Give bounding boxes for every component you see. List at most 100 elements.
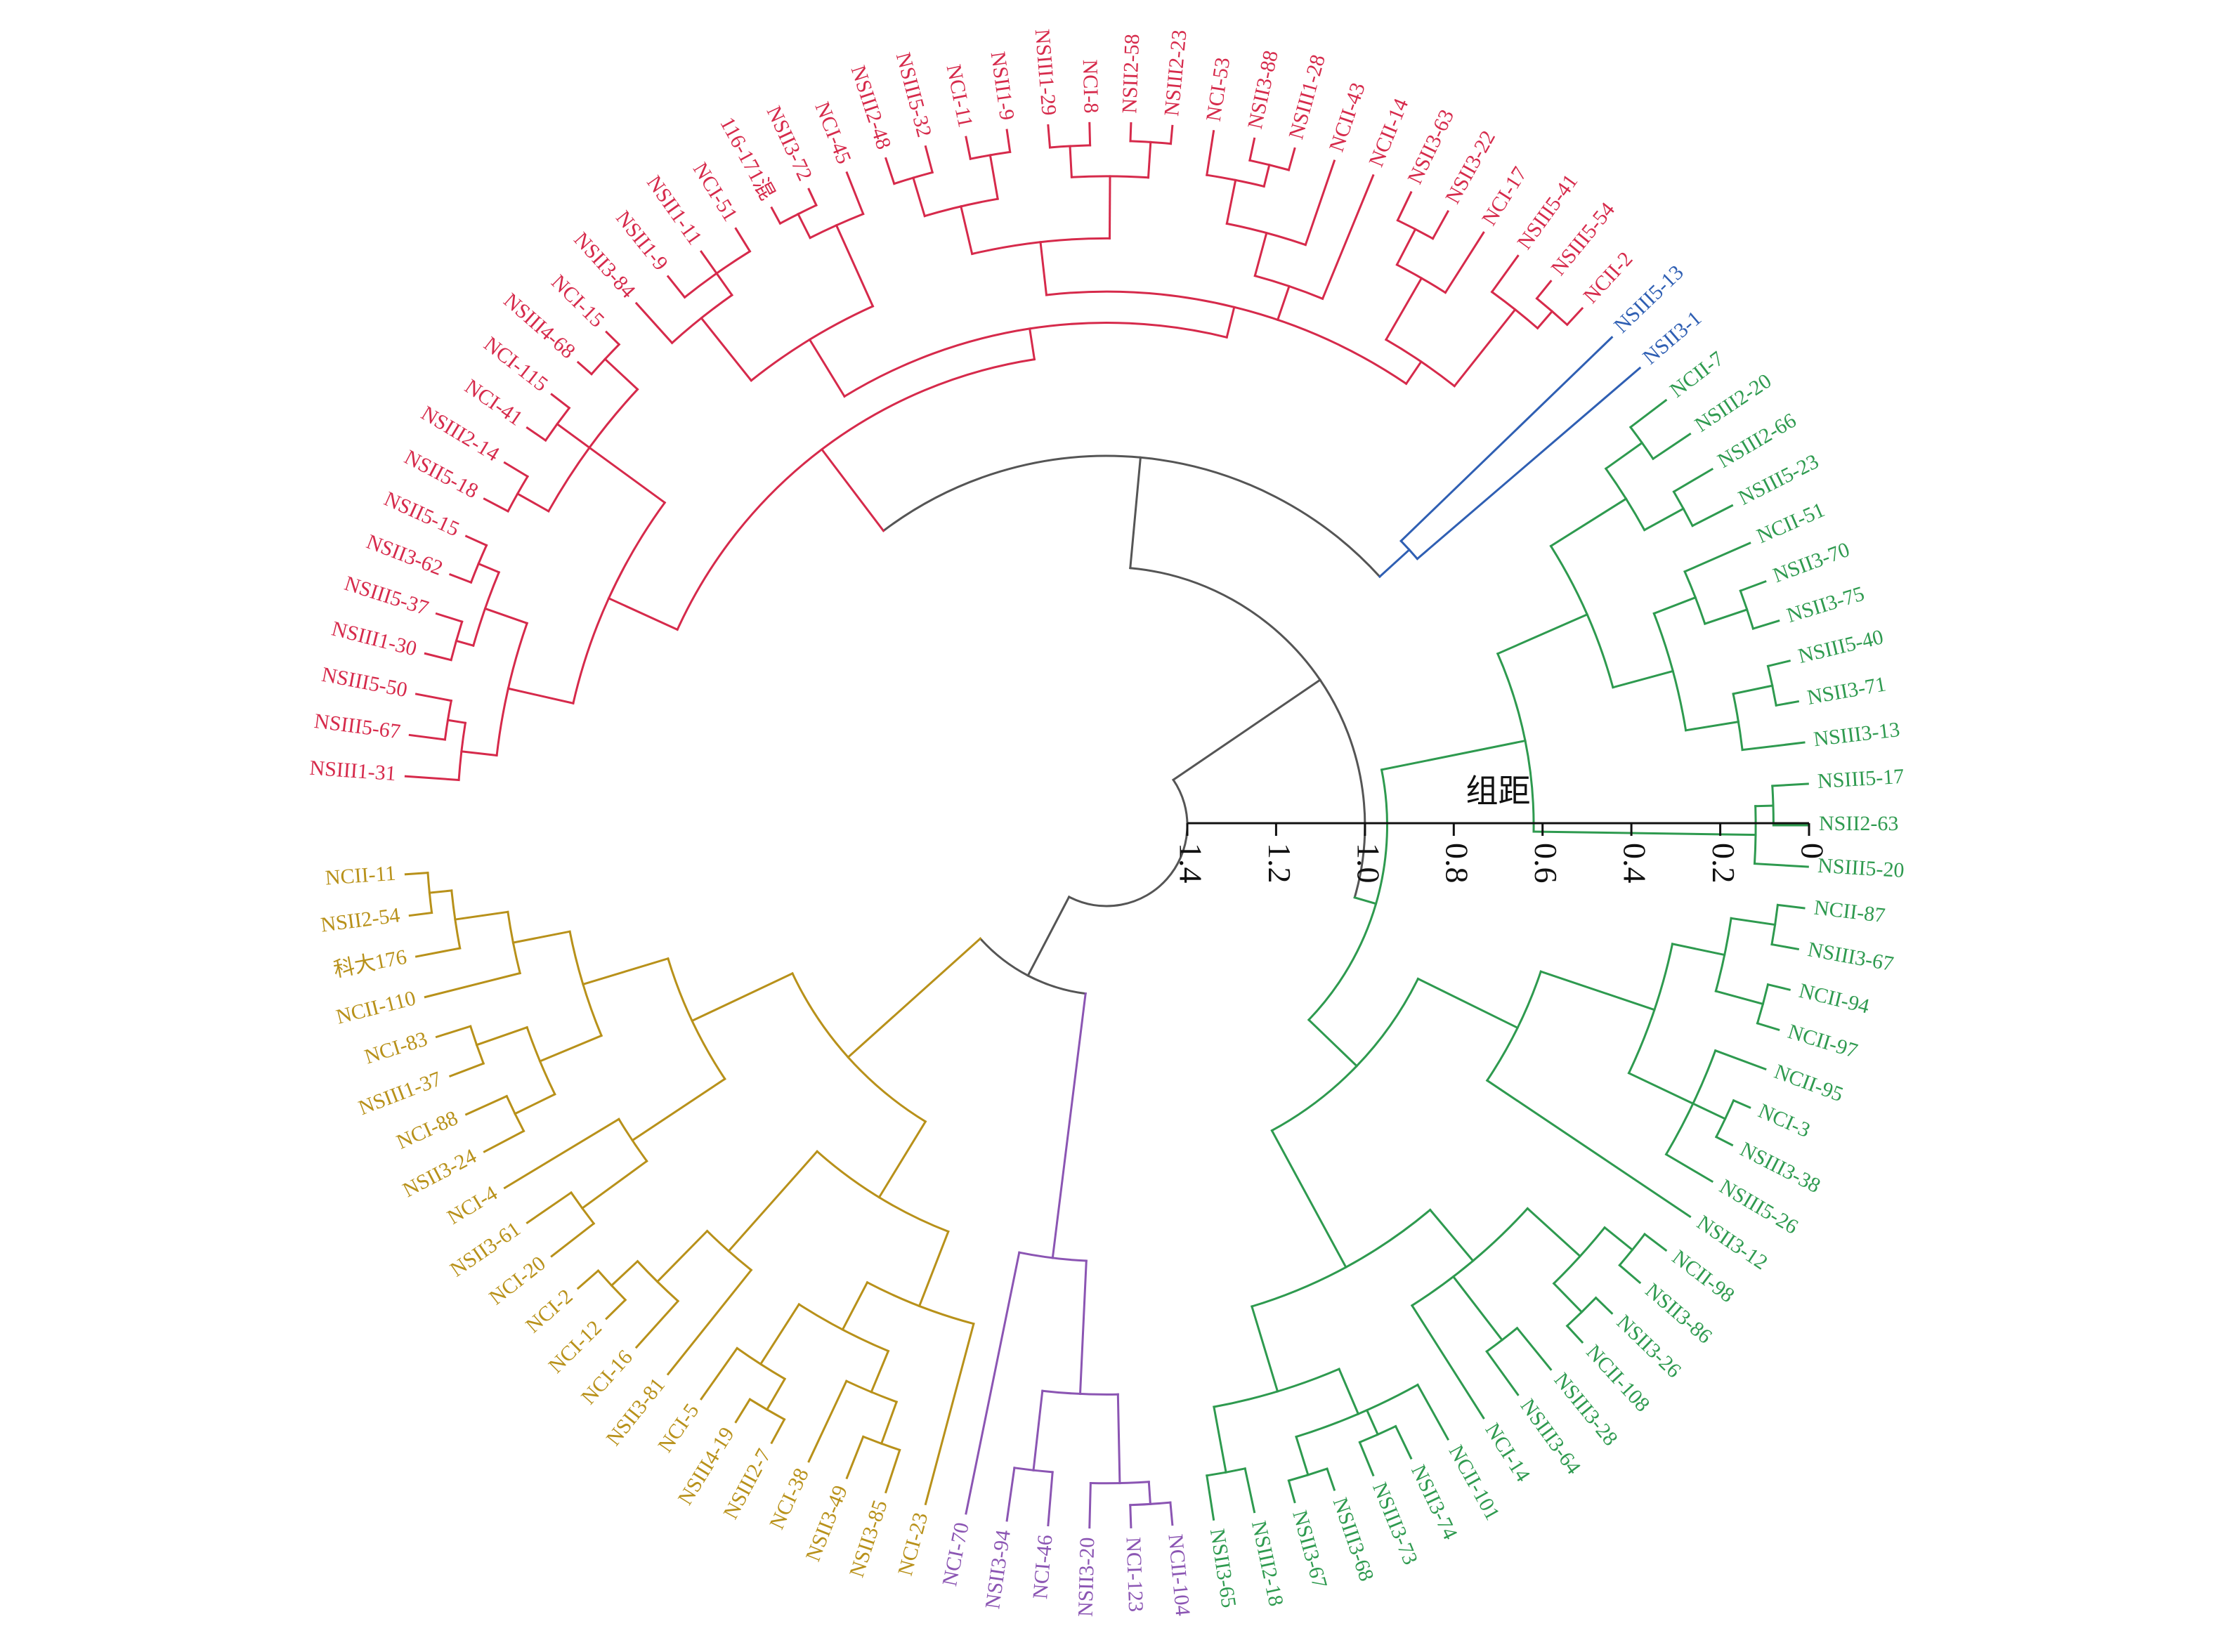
branch-stem-31-0 — [1206, 129, 1215, 176]
branch-arc-85 — [705, 1229, 753, 1272]
leaf-label: NSII3-49 — [802, 1482, 853, 1565]
branch-stem-77-0 — [877, 1120, 927, 1199]
branch-stem-19-0 — [796, 212, 812, 240]
leaf-label: NCII-95 — [1771, 1060, 1846, 1106]
branch-stem-39-0 — [1380, 739, 1527, 771]
branch-arc-77 — [791, 971, 927, 1123]
leaf-label: NSIII3-13 — [1813, 718, 1901, 751]
branch-stem-35-0 — [1396, 190, 1413, 222]
branch-stem-70-1 — [1206, 1474, 1215, 1521]
branch-stem-63-0 — [1643, 1232, 1668, 1252]
branch-stem-62-0 — [1602, 1226, 1634, 1252]
branch-stem-67-1 — [1365, 1408, 1380, 1436]
leaf-label: NCI-45 — [810, 99, 856, 167]
leaf-label: NSIII1-28 — [1284, 52, 1330, 142]
branch-stem-80-0 — [870, 1349, 890, 1394]
branch-stem-52-1 — [1270, 1129, 1347, 1269]
branch-stem-92-0 — [513, 1092, 556, 1115]
branch-stem-6-1 — [446, 719, 467, 724]
branch-arc-4 — [572, 501, 667, 705]
branch-arc-60 — [1251, 1208, 1432, 1308]
branch-arc-10 — [469, 544, 488, 584]
branch-stem-22-1 — [1108, 175, 1111, 240]
branch-arc-43 — [1628, 426, 1655, 461]
branch-stem-14-0 — [576, 360, 594, 376]
leaf-label: NCI-53 — [1202, 55, 1235, 123]
branch-stem-35-1 — [1431, 209, 1450, 240]
branch-stem-34-1 — [1444, 231, 1485, 294]
branch-arc-81 — [844, 1379, 899, 1403]
branch-arc-0 — [1067, 778, 1189, 907]
axis-tick-label: 0.6 — [1528, 843, 1564, 884]
branch-stem-62-1 — [1552, 1282, 1584, 1314]
branch-stem-93-0 — [483, 1129, 525, 1153]
branch-stem-90-1 — [525, 1191, 573, 1224]
branch-stem-21-2 — [1404, 360, 1423, 386]
branch-stem-24-0 — [884, 157, 896, 185]
branch-stem-49-0 — [1766, 660, 1791, 668]
branch-stem-84-1 — [734, 1398, 752, 1424]
branch-stem-42-1 — [1643, 507, 1685, 532]
leaf-label: NSII5-15 — [381, 487, 463, 542]
leaf-label: NSII3-74 — [1406, 1462, 1462, 1543]
branch-arc-35 — [1396, 218, 1435, 240]
branch-arc-92 — [525, 1025, 556, 1096]
branch-stem-12-1 — [503, 461, 530, 478]
branch-arc-47 — [1739, 589, 1755, 630]
branch-stem-63-1 — [1618, 1264, 1642, 1285]
branch-stem-14-1 — [605, 330, 621, 346]
branch-stem-83-0 — [765, 1377, 787, 1411]
branch-stem-73-0 — [1116, 1393, 1121, 1485]
axis-tick-label: 0.2 — [1706, 843, 1742, 884]
branch-stem-41-0 — [1549, 497, 1628, 548]
leaf-label: NCI-3 — [1755, 1099, 1813, 1142]
leaf-label: NSIII5-40 — [1796, 625, 1886, 668]
branch-stem-94-0 — [448, 1062, 485, 1078]
branch-stem-3-0 — [607, 596, 679, 631]
branch-stem-16-0 — [700, 316, 753, 382]
branch-stem-60-0 — [1428, 1208, 1475, 1263]
branch-arc-21 — [1045, 290, 1408, 386]
branch-stem-53-1 — [1485, 1079, 1692, 1219]
branch-stem-15-0 — [808, 338, 847, 398]
branch-arc-12 — [507, 475, 530, 513]
leaf-label: NCII-43 — [1325, 79, 1370, 155]
leaf-label: NSIII3-68 — [1329, 1495, 1378, 1584]
branch-stem-92-1 — [475, 1025, 529, 1047]
branch-stem-3-1 — [1028, 327, 1036, 361]
branch-stem-18-1 — [700, 250, 719, 275]
branch-arc-66 — [1213, 1368, 1341, 1408]
branch-arc-41 — [1549, 544, 1614, 689]
leaf-label: NCII-110 — [334, 986, 418, 1028]
leaf-label: NSII3-20 — [1074, 1537, 1099, 1617]
branch-stem-88-0 — [631, 1077, 726, 1142]
leaf-label: NCI-17 — [1477, 163, 1532, 230]
branch-stem-88-1 — [582, 957, 670, 986]
leaf-label: NSIII2-48 — [847, 63, 896, 152]
dendrogram-branches — [404, 122, 1810, 1529]
branch-arc-46 — [1683, 570, 1706, 625]
leaf-label: NSIII2-23 — [1160, 29, 1191, 117]
axis-tick-label: 1.4 — [1173, 843, 1208, 884]
branch-arc-54 — [1627, 943, 1674, 1075]
branch-stem-45-0 — [1652, 596, 1697, 615]
branch-stem-68-1 — [1358, 1441, 1375, 1477]
branch-stem-47-0 — [1739, 579, 1767, 593]
branch-stem-28-0 — [1129, 122, 1132, 143]
branch-arc-22 — [970, 237, 1111, 256]
branch-stem-31-1 — [1262, 163, 1271, 188]
branch-stem-11-1 — [556, 422, 592, 450]
leaf-label: NCII-104 — [1163, 1533, 1194, 1617]
branch-arc-29 — [1253, 274, 1324, 301]
branch-stem-51-0 — [1771, 782, 1809, 787]
leaf-label: NSII3-72 — [762, 103, 817, 185]
branch-stem-27-0 — [1047, 124, 1052, 149]
leaf-label: NCI-70 — [938, 1521, 974, 1588]
branch-stem-91-1 — [511, 930, 571, 944]
branch-stem-42-0 — [1604, 441, 1644, 471]
leaf-label: NCI-8 — [1078, 59, 1103, 113]
branch-arc-36 — [1490, 290, 1539, 330]
branch-stem-29-0 — [1253, 231, 1268, 277]
branch-stem-73-1 — [1032, 1389, 1044, 1471]
leaf-label: NSII3-62 — [363, 530, 446, 580]
